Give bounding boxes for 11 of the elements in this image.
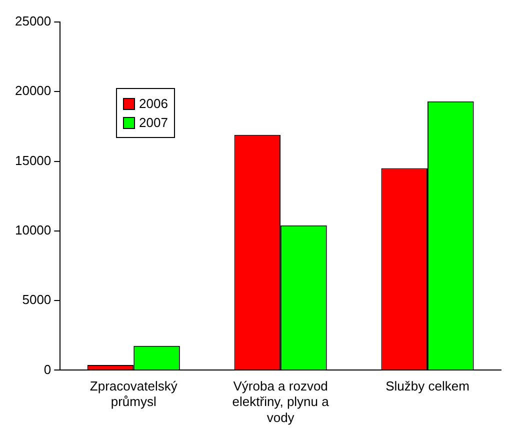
x-tick-label: Služby celkem [386,378,470,394]
y-tick-label: 5000 [22,292,52,308]
legend-label: 2006 [139,96,168,111]
legend-label: 2007 [139,115,168,130]
y-tick-label: 20000 [14,83,52,98]
x-tick-label: Výroba a rozvod elektřiny, plynu a vody [232,378,330,425]
y-tick-label: 15000 [14,152,52,168]
y-tick-label: 0 [44,362,52,377]
y-tick-label: 25000 [14,14,52,29]
y-tick-label: 10000 [14,222,52,238]
x-tick-label: Zpracovatelský průmysl [90,378,178,410]
